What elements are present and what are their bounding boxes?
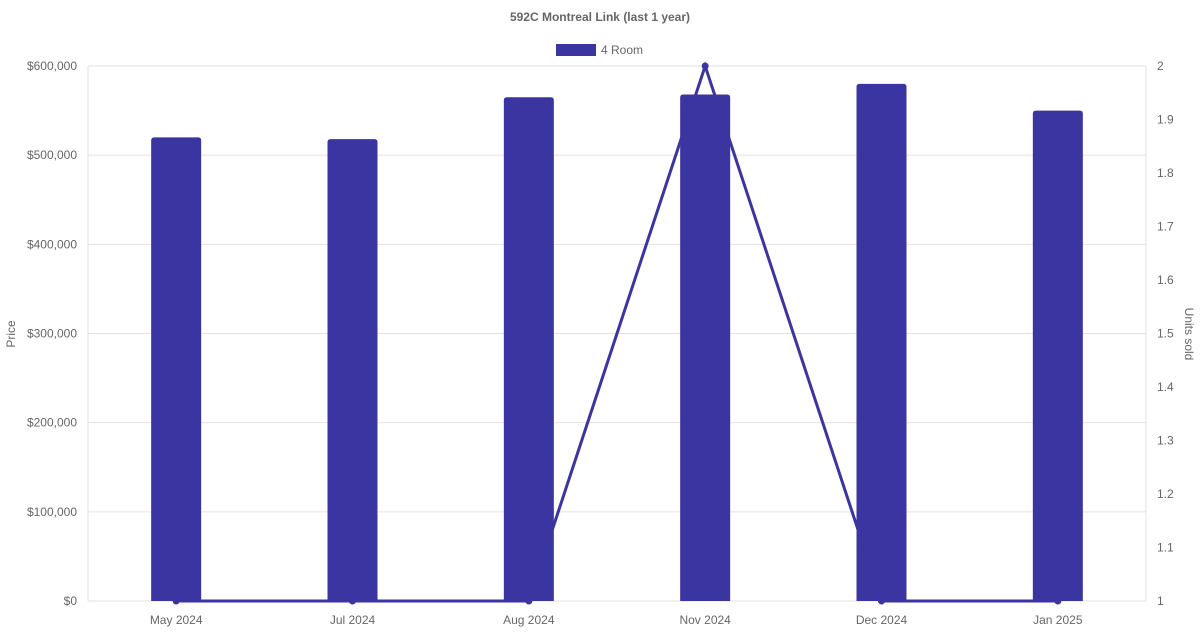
bar [151,137,202,602]
x-tick-label: Jan 2025 [1033,613,1083,627]
y-axis-label: Price [4,320,18,348]
x-tick-label: May 2024 [150,613,203,627]
x-tick-label: Aug 2024 [503,613,555,627]
line-point [349,597,356,605]
line-point [525,597,533,605]
line-series [176,61,1058,603]
x-tick-label: Dec 2024 [856,613,908,627]
legend-label: 4 Room [601,43,643,57]
legend[interactable]: 4 Room [556,43,643,57]
y-tick-label: $0 [64,594,78,608]
y-tick-label: $300,000 [27,327,77,341]
y2-tick-label: 1.6 [1157,273,1174,287]
y-tick-label: $100,000 [27,505,77,519]
y2-tick-label: 1.4 [1157,380,1174,394]
bar [327,139,378,601]
bar [1032,110,1083,601]
y-tick-label: $400,000 [27,237,77,251]
y2-tick-label: 1.5 [1157,327,1174,341]
chart-title: 592C Montreal Link (last 1 year) [510,10,690,24]
y2-axis-label: Units sold [1182,308,1196,361]
y2-tick-label: 1.9 [1157,113,1174,127]
y-tick-label: $600,000 [27,59,77,73]
y-tick-label: $500,000 [27,148,77,162]
y2-tick-label: 1.3 [1157,434,1174,448]
y2-tick-label: 1 [1157,594,1164,608]
bar [503,97,554,601]
y2-tick-label: 1.1 [1157,541,1174,555]
bar [856,83,907,602]
bar [680,94,731,602]
line-point [172,597,180,605]
legend-swatch [556,44,596,56]
x-tick-label: Jul 2024 [330,613,376,627]
y-tick-label: $200,000 [27,416,77,430]
y2-tick-label: 1.7 [1157,220,1174,234]
line-point [1054,597,1062,605]
y2-tick-label: 1.8 [1157,166,1174,180]
y2-tick-label: 1.2 [1157,487,1174,501]
x-tick-label: Nov 2024 [679,613,731,627]
y2-tick-label: 2 [1157,59,1164,73]
line-point [701,62,709,70]
line-point [878,597,885,605]
